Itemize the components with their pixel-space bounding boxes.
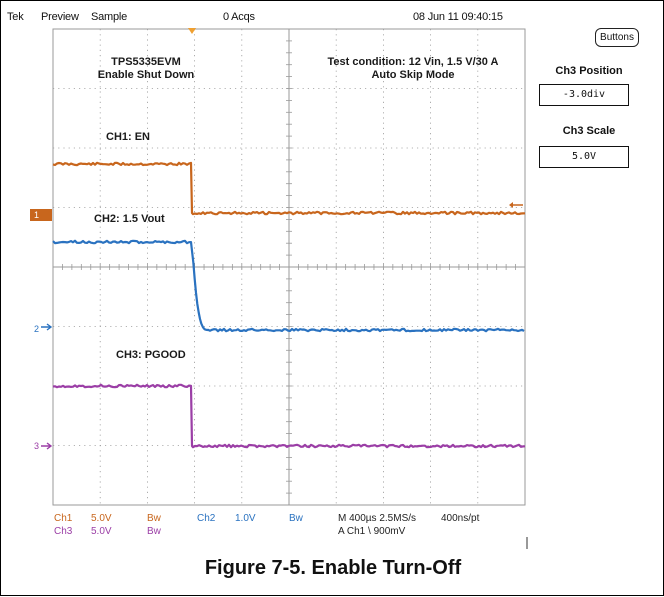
scope-status-bar: Tek Preview Sample 0 Acqs 08 Jun 11 09:4…	[1, 1, 531, 29]
mode-label: Preview	[41, 11, 79, 23]
timestamp: 08 Jun 11 09:40:15	[413, 11, 503, 23]
ch3-pgood-trace	[52, 383, 526, 449]
ch2-bandwidth-icon: Bw	[289, 513, 303, 524]
ch2-readout-name: Ch2	[197, 513, 216, 524]
ch2-marker-arrow	[41, 323, 53, 331]
ch1-readout-name: Ch1	[54, 513, 73, 524]
ch3-position-value[interactable]: -3.0div	[539, 84, 629, 106]
ch1-en-trace	[52, 161, 526, 216]
test-condition-line1: Test condition: 12 Vin, 1.5 V/30 A	[327, 56, 499, 68]
buttons-button[interactable]: Buttons	[595, 28, 639, 47]
board-title-line: TPS5335EVM	[111, 56, 181, 68]
acquisition-mode: Sample	[91, 11, 128, 23]
waveform-traces	[52, 161, 526, 449]
ch2-readout-scale: 1.0V	[235, 513, 256, 524]
timebase-readout: M 400µs 2.5MS/s	[338, 513, 417, 524]
record-length-readout: 400ns/pt	[441, 513, 480, 524]
ch3-ground-marker[interactable]: 3	[34, 441, 40, 451]
figure-caption: Figure 7-5. Enable Turn-Off	[204, 557, 462, 579]
graticule	[52, 28, 526, 506]
ch2-vout-trace	[52, 239, 525, 333]
ch3-scale-title: Ch3 Scale	[562, 125, 616, 137]
ch3-scale-value[interactable]: 5.0V	[539, 146, 629, 168]
trigger-position-marker	[188, 28, 196, 34]
trace-markers	[30, 28, 528, 549]
ch1-bandwidth-icon: Bw	[147, 513, 161, 524]
acquisition-count: 0 Acqs	[223, 11, 255, 23]
ch3-readout-name: Ch3	[54, 526, 73, 537]
ch2-ground-marker[interactable]: 2	[34, 324, 40, 334]
channel-readout: Ch1 5.0V Bw Ch2 1.0V Bw M 400µs 2.5MS/s …	[1, 511, 531, 547]
ch3-readout-scale: 5.0V	[91, 526, 112, 537]
ch1-readout-scale: 5.0V	[91, 513, 112, 524]
trigger-readout: A Ch1 \ 900mV	[338, 526, 406, 537]
ch3-position-title: Ch3 Position	[555, 65, 623, 77]
ch1-ground-marker[interactable]: 1	[34, 210, 40, 220]
ch3-label: CH3: PGOOD	[116, 349, 186, 361]
ch3-bandwidth-icon: Bw	[147, 526, 161, 537]
ch2-label: CH2: 1.5 Vout	[94, 213, 165, 225]
board-title: TPS5335EVM Enable Shut Down	[81, 56, 211, 82]
ch3-marker-arrow	[41, 442, 53, 450]
test-condition: Test condition: 12 Vin, 1.5 V/30 A Auto …	[301, 56, 525, 82]
board-subtitle-line: Enable Shut Down	[97, 69, 195, 81]
trigger-level-arrow	[509, 202, 513, 208]
ch1-label: CH1: EN	[106, 131, 151, 143]
test-condition-line2: Auto Skip Mode	[371, 69, 455, 81]
brand-label: Tek	[7, 11, 24, 23]
ch1-marker-box	[30, 209, 52, 221]
